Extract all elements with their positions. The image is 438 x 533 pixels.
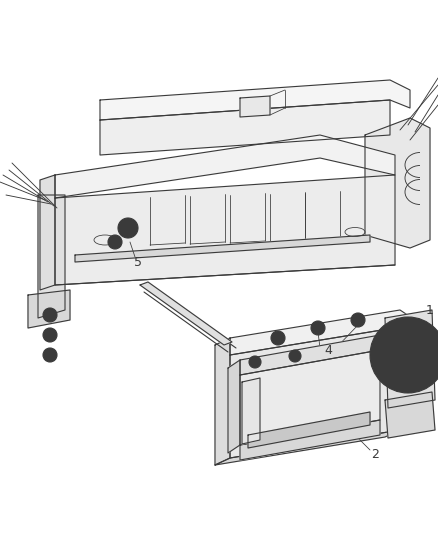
Circle shape [118,218,138,238]
Polygon shape [100,80,410,120]
Text: 2: 2 [371,448,379,462]
Polygon shape [215,338,230,465]
Circle shape [43,348,57,362]
Circle shape [395,342,421,368]
Polygon shape [55,135,395,198]
Circle shape [43,308,57,322]
Circle shape [108,235,122,249]
Polygon shape [75,235,370,262]
Circle shape [402,349,414,361]
Circle shape [370,317,438,393]
Polygon shape [228,360,240,453]
Circle shape [289,350,301,362]
Polygon shape [38,195,65,318]
Circle shape [351,313,365,327]
Polygon shape [230,310,415,355]
Polygon shape [365,118,430,248]
Polygon shape [242,378,260,444]
Polygon shape [240,335,380,375]
Circle shape [111,238,119,246]
Polygon shape [40,175,55,290]
Polygon shape [230,327,400,458]
Circle shape [378,325,438,385]
Polygon shape [240,420,380,460]
Circle shape [386,333,430,377]
Circle shape [271,331,285,345]
Polygon shape [215,430,400,465]
Text: 5: 5 [134,255,142,269]
Polygon shape [28,290,70,328]
Circle shape [311,321,325,335]
Text: 4: 4 [324,343,332,357]
Circle shape [43,328,57,342]
Polygon shape [240,350,380,445]
Polygon shape [248,412,370,448]
Polygon shape [385,310,435,408]
Polygon shape [240,96,270,117]
Circle shape [274,334,282,342]
Circle shape [122,222,134,234]
Circle shape [249,356,261,368]
Polygon shape [55,175,395,285]
Polygon shape [140,282,232,345]
Circle shape [314,324,322,332]
Polygon shape [385,392,435,438]
Text: 1: 1 [426,303,434,317]
Circle shape [354,316,362,324]
Polygon shape [100,100,390,155]
